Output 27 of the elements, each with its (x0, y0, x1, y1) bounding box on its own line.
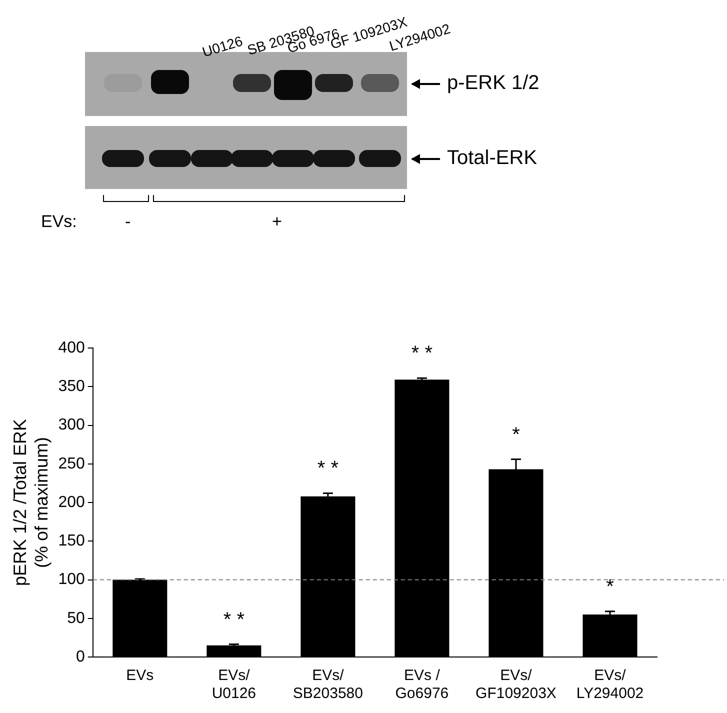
annotation: * (606, 576, 614, 598)
text: - (125, 212, 131, 232)
x-tick-label: EVs (126, 667, 154, 684)
y-tick-label: 100 (58, 571, 85, 588)
y-tick-label: 300 (58, 416, 85, 434)
text: p-ERK 1/2 (447, 72, 540, 95)
text: + (272, 212, 282, 232)
text: Total-ERK (447, 147, 538, 170)
text: EVs: (41, 212, 77, 232)
y-tick-label: 150 (58, 532, 85, 550)
x-tick-label: EVs/ SB203580 (292, 667, 363, 702)
x-tick-label: EVs/ U0126 (212, 667, 256, 702)
y-tick-label: 250 (58, 455, 85, 472)
annotation: * * (223, 608, 245, 631)
text: U0126 (200, 32, 244, 60)
x-tick-label: EVs / Go6976 (395, 667, 449, 702)
y-tick-label: 350 (58, 378, 85, 396)
y-tick-label: 400 (58, 339, 85, 356)
annotation: * * (317, 458, 339, 480)
x-tick-label: EVs/ GF109203X (476, 667, 556, 702)
y-tick-label: 0 (76, 648, 85, 666)
y-tick-label: 50 (67, 610, 85, 627)
annotation: * * (411, 342, 433, 365)
x-tick-label: EVs/ LY294002 (576, 667, 644, 702)
y-tick-label: 200 (58, 494, 85, 511)
annotation: * (512, 424, 520, 446)
y-axis-title: pERK 1/2 /Total ERK (% of maximum) (10, 418, 52, 586)
